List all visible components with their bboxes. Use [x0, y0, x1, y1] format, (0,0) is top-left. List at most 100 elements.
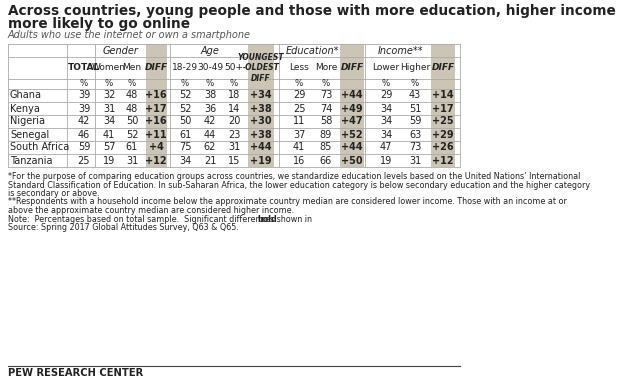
- Text: 36: 36: [204, 103, 216, 113]
- Text: 11: 11: [293, 116, 305, 127]
- Text: +12: +12: [432, 155, 454, 166]
- Text: 29: 29: [293, 91, 305, 100]
- Bar: [340, 44, 364, 167]
- Text: 34: 34: [380, 130, 392, 139]
- Text: +16: +16: [145, 116, 167, 127]
- Text: 59: 59: [78, 143, 90, 152]
- Text: .: .: [273, 215, 276, 224]
- Text: 73: 73: [409, 143, 421, 152]
- Bar: [145, 44, 166, 167]
- Text: Senegal: Senegal: [10, 130, 49, 139]
- Text: +12: +12: [145, 155, 167, 166]
- Text: +44: +44: [250, 143, 272, 152]
- Text: above the approximate country median are considered higher income.: above the approximate country median are…: [8, 206, 294, 215]
- Text: 42: 42: [78, 116, 90, 127]
- Text: +49: +49: [341, 103, 363, 113]
- Text: Age: Age: [200, 45, 219, 55]
- Text: Across countries, young people and those with more education, higher income: Across countries, young people and those…: [8, 4, 616, 18]
- Text: 31: 31: [228, 143, 240, 152]
- Text: Men: Men: [122, 64, 141, 72]
- Text: 61: 61: [179, 130, 191, 139]
- Text: Less: Less: [289, 64, 309, 72]
- Text: 20: 20: [228, 116, 240, 127]
- Text: 37: 37: [293, 130, 305, 139]
- Text: 31: 31: [409, 155, 421, 166]
- Text: 89: 89: [320, 130, 332, 139]
- Text: 23: 23: [228, 130, 240, 139]
- Text: 15: 15: [228, 155, 240, 166]
- Text: 63: 63: [409, 130, 421, 139]
- Text: 66: 66: [320, 155, 332, 166]
- Text: 14: 14: [228, 103, 240, 113]
- Text: DIFF: DIFF: [340, 64, 364, 72]
- Text: Note:  Percentages based on total sample.  Significant differences shown in: Note: Percentages based on total sample.…: [8, 215, 314, 224]
- Text: +4: +4: [148, 143, 163, 152]
- Text: %: %: [105, 80, 113, 89]
- Text: 25: 25: [292, 103, 305, 113]
- Text: Women: Women: [92, 64, 126, 72]
- Text: +52: +52: [341, 130, 363, 139]
- Text: Gender: Gender: [102, 45, 138, 55]
- Text: 31: 31: [103, 103, 115, 113]
- Text: 30-49: 30-49: [197, 64, 223, 72]
- Text: YOUNGEST
-OLDEST
DIFF: YOUNGEST -OLDEST DIFF: [237, 53, 284, 83]
- Bar: [248, 44, 274, 167]
- Text: Adults who use the internet or own a smartphone: Adults who use the internet or own a sma…: [8, 30, 251, 40]
- Text: 57: 57: [103, 143, 115, 152]
- Text: 62: 62: [204, 143, 216, 152]
- Text: PEW RESEARCH CENTER: PEW RESEARCH CENTER: [8, 368, 143, 378]
- Text: +38: +38: [250, 130, 272, 139]
- Text: Ghana: Ghana: [10, 91, 42, 100]
- Text: +50: +50: [341, 155, 363, 166]
- Text: +44: +44: [341, 143, 363, 152]
- Text: %: %: [411, 80, 419, 89]
- Text: %: %: [382, 80, 390, 89]
- Text: 31: 31: [126, 155, 138, 166]
- Text: +17: +17: [432, 103, 454, 113]
- Text: 48: 48: [126, 103, 138, 113]
- Text: 46: 46: [78, 130, 90, 139]
- Text: Income**: Income**: [378, 45, 423, 55]
- Bar: [431, 44, 455, 167]
- Text: 18-29: 18-29: [172, 64, 198, 72]
- Text: +30: +30: [250, 116, 272, 127]
- Text: +14: +14: [432, 91, 454, 100]
- Text: 44: 44: [204, 130, 216, 139]
- Text: Tanzania: Tanzania: [10, 155, 52, 166]
- Text: %: %: [322, 80, 330, 89]
- Text: +11: +11: [145, 130, 167, 139]
- Text: **Respondents with a household income below the approximate country median are c: **Respondents with a household income be…: [8, 197, 567, 207]
- Text: 18: 18: [228, 91, 240, 100]
- Text: 50+: 50+: [225, 64, 243, 72]
- Text: DIFF: DIFF: [145, 64, 168, 72]
- Text: *For the purpose of comparing education groups across countries, we standardize : *For the purpose of comparing education …: [8, 172, 580, 181]
- Text: bold: bold: [257, 215, 277, 224]
- Text: +47: +47: [341, 116, 363, 127]
- Text: 29: 29: [380, 91, 392, 100]
- Text: 50: 50: [126, 116, 138, 127]
- Text: 39: 39: [78, 103, 90, 113]
- Text: %: %: [295, 80, 303, 89]
- Text: Lower: Lower: [372, 64, 399, 72]
- Text: 41: 41: [103, 130, 115, 139]
- Text: +34: +34: [250, 91, 272, 100]
- Text: %: %: [181, 80, 189, 89]
- Text: 52: 52: [179, 103, 191, 113]
- Text: TOTAL: TOTAL: [68, 64, 100, 72]
- Text: %: %: [230, 80, 238, 89]
- Text: 61: 61: [126, 143, 138, 152]
- Text: %: %: [128, 80, 136, 89]
- Text: 50: 50: [179, 116, 191, 127]
- Text: 19: 19: [380, 155, 392, 166]
- Text: 58: 58: [320, 116, 332, 127]
- Text: 16: 16: [293, 155, 305, 166]
- Text: South Africa: South Africa: [10, 143, 69, 152]
- Text: 52: 52: [125, 130, 138, 139]
- Text: 34: 34: [103, 116, 115, 127]
- Text: 32: 32: [103, 91, 115, 100]
- Text: 42: 42: [204, 116, 216, 127]
- Text: %: %: [80, 80, 88, 89]
- Text: 75: 75: [179, 143, 191, 152]
- Text: 19: 19: [103, 155, 115, 166]
- Text: +26: +26: [432, 143, 454, 152]
